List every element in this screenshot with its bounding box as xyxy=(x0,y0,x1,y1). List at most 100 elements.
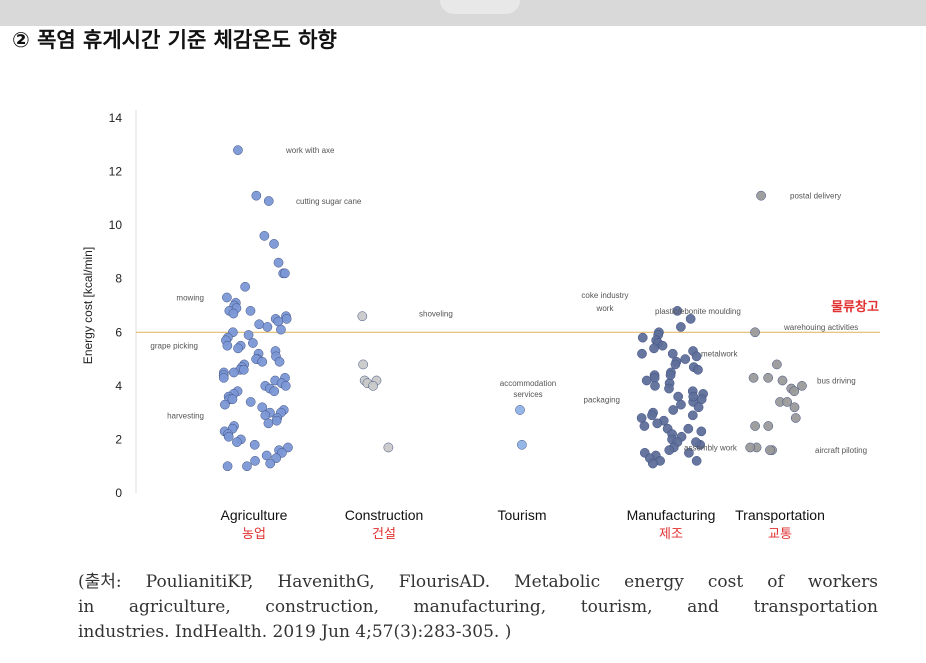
x-category-label: Agriculture xyxy=(221,507,288,523)
citation: (출처: PoulianitiKP, HavenithG, FlourisAD.… xyxy=(78,570,878,645)
data-point xyxy=(750,421,760,431)
x-category-korean-label: 교통 xyxy=(768,526,792,541)
data-point xyxy=(667,348,678,359)
annotation-label: packaging xyxy=(584,395,620,404)
data-point xyxy=(249,439,260,450)
data-point xyxy=(691,456,702,466)
scatter-plot: 0 2 4 6 8 10 12 14 Energy cost [kcal/min] work wi… xyxy=(81,110,880,541)
data-point xyxy=(664,383,674,394)
data-point xyxy=(220,399,230,410)
citation-line-3: industries. IndHealth. 2019 Jun 4;57(3):… xyxy=(78,622,512,642)
x-category-korean-label: 제조 xyxy=(659,526,683,541)
annotation-label: work with axe xyxy=(285,146,335,155)
data-point xyxy=(271,415,282,426)
y-tick-label: 8 xyxy=(115,272,122,286)
data-point xyxy=(242,461,252,472)
data-point xyxy=(685,314,696,324)
annotation-label: shoveling xyxy=(419,310,453,319)
data-point xyxy=(228,367,239,378)
top-bar-tab xyxy=(440,0,520,14)
data-point xyxy=(693,364,703,375)
data-point xyxy=(750,327,760,338)
data-point xyxy=(227,394,238,405)
data-point xyxy=(639,421,650,431)
data-point xyxy=(772,359,782,370)
data-point xyxy=(649,343,659,354)
data-point xyxy=(233,343,243,354)
data-point xyxy=(670,359,681,370)
annotation-label: harvesting xyxy=(167,411,204,420)
y-tick-label: 10 xyxy=(109,218,123,232)
data-point xyxy=(257,356,268,367)
y-tick-label: 14 xyxy=(109,111,123,125)
data-point xyxy=(228,308,239,319)
data-point xyxy=(254,319,265,330)
data-point xyxy=(218,372,229,383)
top-bar xyxy=(0,0,926,26)
data-point xyxy=(647,410,657,421)
highlight-label: 물류창고 xyxy=(831,299,879,314)
data-point xyxy=(238,364,249,375)
annotation-label: grape picking xyxy=(150,342,198,351)
data-point xyxy=(657,340,668,351)
data-point xyxy=(222,461,233,472)
data-point xyxy=(251,190,262,201)
data-point xyxy=(763,372,774,383)
data-point xyxy=(248,338,258,348)
data-point xyxy=(222,340,233,351)
data-point xyxy=(240,281,250,292)
annotation-label: services xyxy=(513,390,542,399)
annotation-label: warehouing activities xyxy=(783,323,858,332)
data-point xyxy=(243,330,254,340)
data-point xyxy=(637,332,648,343)
data-point xyxy=(789,402,800,413)
data-point xyxy=(676,399,686,410)
data-point xyxy=(263,196,274,206)
data-point xyxy=(688,391,699,402)
y-axis-label: Energy cost [kcal/min] xyxy=(81,247,95,364)
annotation-label: assembly work xyxy=(684,443,738,452)
annotation-label: bus driving xyxy=(817,377,856,386)
data-point xyxy=(641,375,652,386)
data-point xyxy=(687,410,698,421)
data-point xyxy=(745,442,756,453)
data-point xyxy=(789,386,800,397)
data-point xyxy=(274,356,285,367)
data-point xyxy=(782,397,793,407)
data-point xyxy=(357,311,368,322)
data-point xyxy=(693,402,704,413)
data-point xyxy=(676,322,686,332)
data-point xyxy=(222,292,232,303)
data-point xyxy=(748,372,759,383)
annotation-label: metalwork xyxy=(701,350,738,359)
annotation-label: postal delivery xyxy=(790,192,841,201)
data-point xyxy=(680,354,691,364)
data-point xyxy=(756,190,766,201)
data-point xyxy=(269,386,280,397)
data-point xyxy=(647,458,658,469)
data-point xyxy=(652,418,663,429)
data-point xyxy=(273,316,284,327)
annotation-label: plastic/ebonite moulding xyxy=(655,307,741,316)
section-heading: ② 폭염 휴게시간 기준 체감온도 하향 xyxy=(12,28,337,52)
y-tick-label: 6 xyxy=(115,325,122,339)
data-point xyxy=(637,348,647,359)
data-point xyxy=(265,458,276,469)
data-point xyxy=(223,431,234,442)
annotation-label: aircraft piloting xyxy=(815,446,867,455)
data-point xyxy=(280,268,290,279)
x-category-label: Manufacturing xyxy=(627,507,716,523)
citation-line-2: in agriculture, construction, manufactur… xyxy=(78,597,878,617)
annotation-label: cutting sugar cane xyxy=(296,197,362,206)
data-point xyxy=(696,426,707,437)
data-point xyxy=(273,257,284,268)
data-point xyxy=(672,306,683,316)
x-category-korean-label: 농업 xyxy=(242,526,266,541)
data-point xyxy=(250,456,260,466)
data-point xyxy=(281,314,292,324)
data-point xyxy=(276,324,286,335)
data-point xyxy=(269,239,279,249)
x-category-label: Transportation xyxy=(735,507,825,523)
data-point xyxy=(790,413,801,423)
annotation-label: coke industry xyxy=(581,291,628,300)
